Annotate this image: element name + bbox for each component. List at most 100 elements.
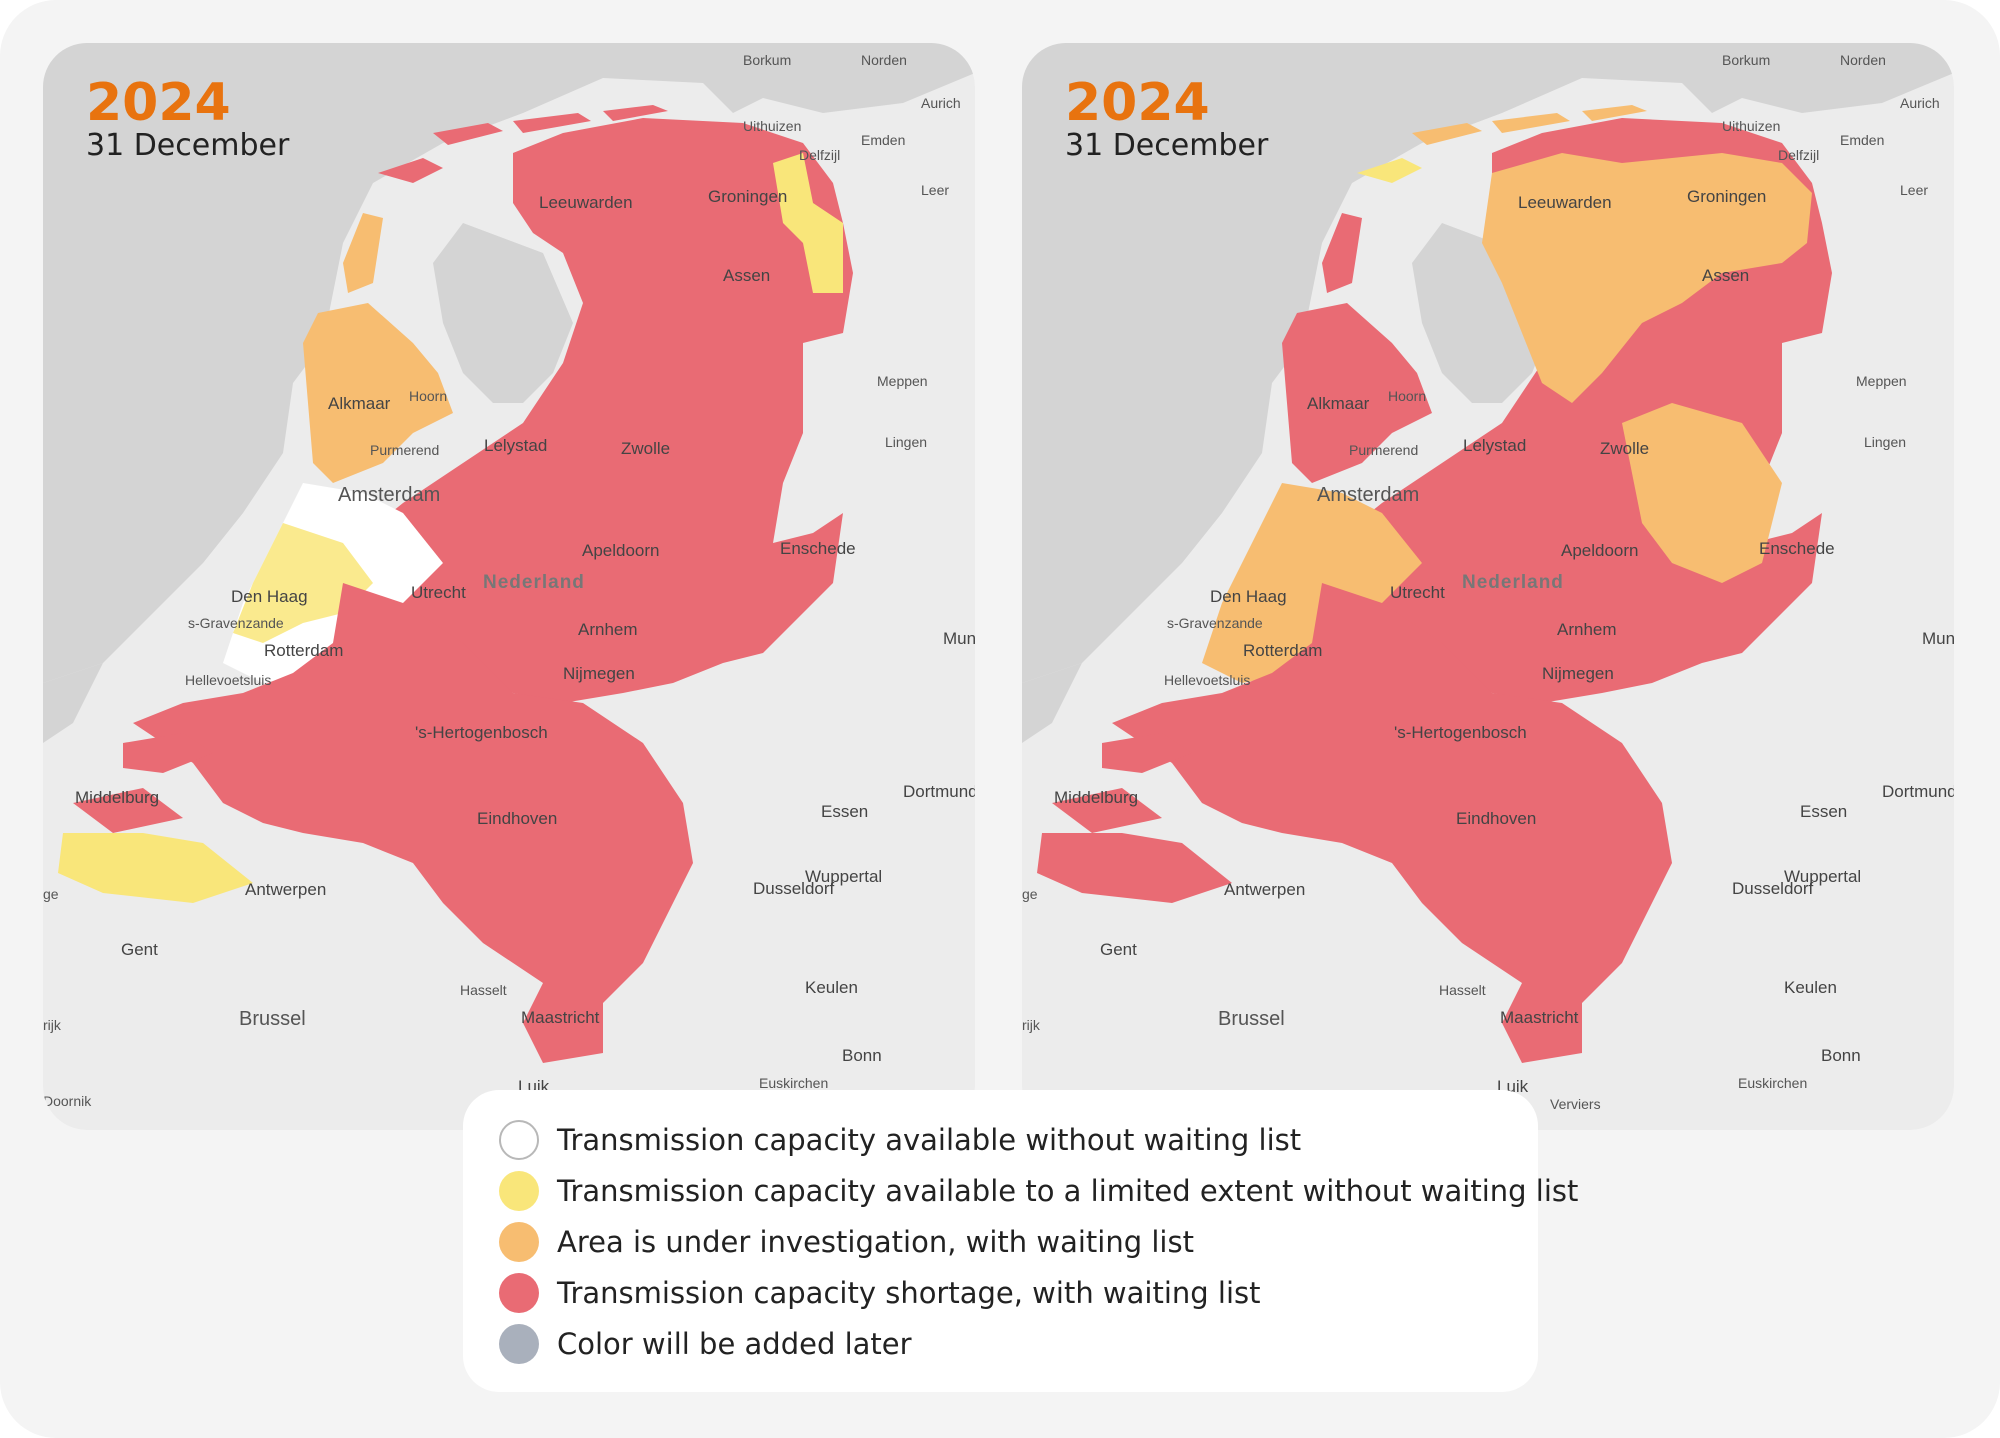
label-leeuwarden: Leeuwarden (1518, 193, 1612, 212)
map-panel-right: Borkum Norden Aurich Uithuizen Emden Del… (1022, 43, 1954, 1130)
label-leer: Leer (1900, 182, 1928, 198)
island-terschelling (433, 123, 503, 145)
label-nijmegen: Nijmegen (1542, 664, 1614, 683)
label-keulen: Keulen (1784, 978, 1837, 997)
island-terschelling (1412, 123, 1482, 145)
north-sea (43, 43, 975, 683)
label-emden: Emden (1840, 132, 1884, 148)
sea-south (1022, 663, 1082, 743)
swatch-shortage-icon (499, 1273, 539, 1313)
label-uithuizen: Uithuizen (743, 118, 801, 134)
island-schiermonnikoog (1582, 105, 1647, 121)
label-uithuizen: Uithuizen (1722, 118, 1780, 134)
label-rotterdam: Rotterdam (1243, 641, 1322, 660)
label-utrecht: Utrecht (411, 583, 466, 602)
label-zwolle: Zwolle (1600, 439, 1649, 458)
label-hertogenbosch: 's-Hertogenbosch (415, 723, 548, 742)
island-schiermonnikoog (603, 105, 668, 121)
island-walcheren (73, 788, 183, 833)
label-apeldoorn: Apeldoorn (582, 541, 660, 560)
label-hasselt: Hasselt (460, 982, 507, 998)
region-noord-holland (303, 303, 453, 483)
label-rijk: rijk (1022, 1017, 1041, 1033)
label-emden: Emden (861, 132, 905, 148)
label-hertogenbosch: 's-Hertogenbosch (1394, 723, 1527, 742)
region-twente-investigation (1622, 403, 1782, 583)
label-rijk: rijk (43, 1017, 62, 1033)
label-purmerend: Purmerend (370, 442, 439, 458)
label-alkmaar: Alkmaar (328, 394, 391, 413)
label-borkum: Borkum (743, 52, 791, 68)
label-norden: Norden (1840, 52, 1886, 68)
label-ge: ge (43, 886, 59, 902)
label-rotterdam: Rotterdam (264, 641, 343, 660)
island-walcheren (1052, 788, 1162, 833)
region-randstad-investigation (1202, 483, 1422, 683)
label-nederland: Nederland (483, 572, 585, 593)
legend-label: Transmission capacity available to a lim… (557, 1174, 1579, 1208)
region-groningen-limited (773, 153, 843, 293)
label-antwerpen: Antwerpen (245, 880, 326, 899)
label-groningen: Groningen (708, 187, 787, 206)
label-lelystad: Lelystad (484, 436, 547, 455)
netherlands-map-left: Borkum Norden Aurich Uithuizen Emden Del… (43, 43, 975, 1130)
legend-label: Area is under investigation, with waitin… (557, 1225, 1194, 1259)
label-essen: Essen (821, 802, 868, 821)
label-assen: Assen (723, 266, 770, 285)
label-keulen: Keulen (805, 978, 858, 997)
swatch-investigation-icon (499, 1222, 539, 1262)
label-wuppertal: Wuppertal (805, 867, 882, 886)
ijsselmeer (433, 223, 573, 403)
label-enschede: Enschede (780, 539, 856, 558)
island-vlieland (378, 158, 443, 183)
label-doornik: Doornik (43, 1093, 92, 1109)
north-sea (1022, 43, 1954, 683)
label-dortmund: Dortmund (1882, 782, 1954, 801)
region-south (1112, 583, 1672, 1063)
label-brussel: Brussel (239, 1008, 306, 1030)
label-euskirchen: Euskirchen (759, 1075, 828, 1091)
map-year: 2024 (86, 73, 231, 133)
island-texel (343, 213, 383, 293)
map-date: 31 December (1065, 128, 1269, 163)
label-meppen: Meppen (1856, 373, 1907, 389)
label-munster: Muns (1922, 629, 1954, 648)
label-assen: Assen (1702, 266, 1749, 285)
legend-item-shortage: Transmission capacity shortage, with wai… (499, 1269, 1261, 1317)
label-eindhoven: Eindhoven (477, 809, 557, 828)
label-antwerpen: Antwerpen (1224, 880, 1305, 899)
label-amsterdam: Amsterdam (338, 484, 440, 506)
island-texel (1322, 213, 1362, 293)
label-euskirchen: Euskirchen (1738, 1075, 1807, 1091)
label-amsterdam: Amsterdam (1317, 484, 1419, 506)
swatch-available-icon (499, 1120, 539, 1160)
label-utrecht: Utrecht (1390, 583, 1445, 602)
label-brussel: Brussel (1218, 1008, 1285, 1030)
region-north-east (343, 118, 853, 703)
label-maastricht: Maastricht (521, 1008, 600, 1027)
label-wuppertal: Wuppertal (1784, 867, 1861, 886)
label-dusseldorf: Dusseldorf (1732, 879, 1814, 898)
label-lingen: Lingen (1864, 434, 1906, 450)
label-dortmund: Dortmund (903, 782, 975, 801)
label-lelystad: Lelystad (1463, 436, 1526, 455)
legend-item-limited: Transmission capacity available to a lim… (499, 1167, 1578, 1215)
island-ameland (1492, 113, 1570, 133)
label-ge: ge (1022, 886, 1038, 902)
legend-item-investigation: Area is under investigation, with waitin… (499, 1218, 1194, 1266)
label-gent: Gent (1100, 940, 1137, 959)
label-eindhoven: Eindhoven (1456, 809, 1536, 828)
label-gent: Gent (121, 940, 158, 959)
label-borkum: Borkum (1722, 52, 1770, 68)
label-leeuwarden: Leeuwarden (539, 193, 633, 212)
legend-label: Transmission capacity available without … (557, 1123, 1302, 1157)
label-bonn: Bonn (842, 1046, 882, 1065)
island-schouwen (1102, 733, 1192, 773)
label-verviers: Verviers (1550, 1096, 1601, 1112)
label-enschede: Enschede (1759, 539, 1835, 558)
label-middelburg: Middelburg (1054, 788, 1138, 807)
label-bonn: Bonn (1821, 1046, 1861, 1065)
island-vlieland (1357, 158, 1422, 183)
label-aurich: Aurich (921, 95, 961, 111)
label-arnhem: Arnhem (578, 620, 638, 639)
